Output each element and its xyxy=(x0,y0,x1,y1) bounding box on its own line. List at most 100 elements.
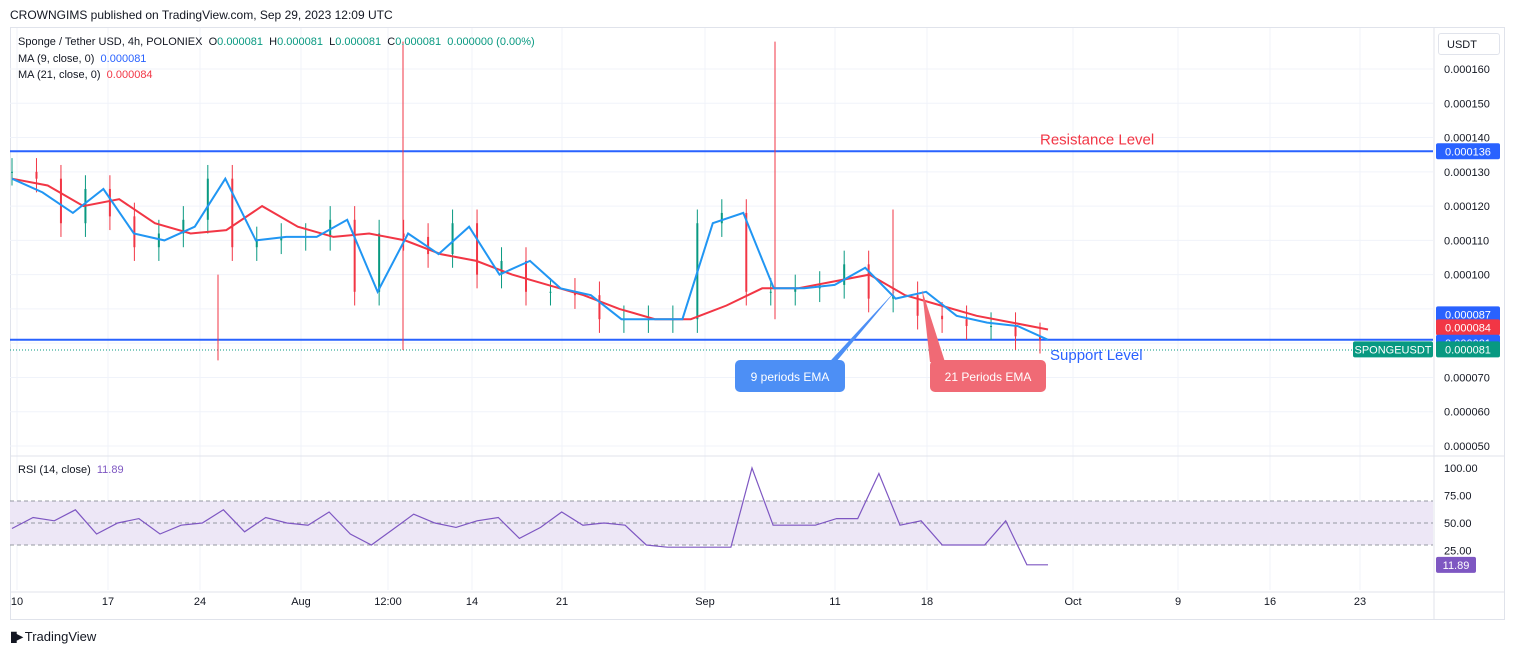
ma9-label: MA (9, close, 0) xyxy=(18,53,95,65)
moving-averages xyxy=(11,176,1049,341)
time-tick-label: Aug xyxy=(291,596,311,608)
chart-frame[interactable] xyxy=(10,27,1505,620)
price-tick-label: 0.000120 xyxy=(1444,201,1490,213)
time-tick-label: 23 xyxy=(1354,596,1366,608)
candles xyxy=(11,41,1041,361)
ema9-callout-label: 9 periods EMA xyxy=(751,370,830,384)
close-value: 0.000081 xyxy=(395,36,442,48)
symbol-tag-badge-bg xyxy=(1353,341,1433,358)
rsi-tick-label: 50.00 xyxy=(1444,518,1472,530)
resistance-price-badge-bg xyxy=(1436,143,1500,160)
candle-body xyxy=(843,264,846,285)
ema9-callout-box xyxy=(735,360,845,392)
ma9-price-badge-bg xyxy=(1436,306,1500,323)
time-tick-label: 21 xyxy=(556,596,568,608)
candle-body xyxy=(1039,336,1041,340)
price-tick-label: 0.000160 xyxy=(1444,64,1490,76)
rsi-value: 11.89 xyxy=(96,464,124,476)
open-label: O xyxy=(208,36,218,48)
low-value: 0.000081 xyxy=(335,36,382,48)
candle-body xyxy=(157,233,160,248)
ema21-callout-pointer xyxy=(922,290,945,362)
change-value: 0.000000 (0.00%) xyxy=(447,36,535,48)
resistance-price-badge: 0.000136 xyxy=(1445,146,1491,158)
time-tick-label: 9 xyxy=(1175,596,1181,608)
symbol-legend: Sponge / Tether USD, 4h, POLONIEX O0.000… xyxy=(18,36,535,48)
candle-body xyxy=(1014,326,1017,337)
candle-body xyxy=(280,236,283,241)
candle-body xyxy=(206,178,209,220)
candle-body xyxy=(867,264,870,299)
time-tick-label: Oct xyxy=(1064,596,1081,608)
candle-body xyxy=(353,219,356,292)
time-tick-label: 11 xyxy=(829,596,840,608)
resistance-label: Resistance Level xyxy=(1040,131,1154,148)
ma21-legend[interactable]: MA (21, close, 0) 0.000084 xyxy=(18,69,153,81)
ma21-price-badge-bg xyxy=(1436,319,1500,336)
candle-body xyxy=(378,233,381,292)
time-tick-label: 14 xyxy=(466,596,478,608)
candle-body xyxy=(965,319,968,327)
open-value: 0.000081 xyxy=(217,36,264,48)
high-label: H xyxy=(269,36,278,48)
candle-body xyxy=(108,188,111,217)
tradingview-logo-icon: ▮▸ xyxy=(10,628,23,644)
time-tick-label: 18 xyxy=(921,596,933,608)
publisher-credit: CROWNGIMS published on TradingView.com, … xyxy=(10,8,393,22)
candle-body xyxy=(133,216,136,248)
candle-body xyxy=(941,315,944,320)
tradingview-brand[interactable]: ▮▸ TradingView xyxy=(10,628,96,645)
last-price-badge-bg xyxy=(1436,341,1500,358)
candle-body xyxy=(720,212,723,224)
high-value: 0.000081 xyxy=(277,36,323,48)
low-label: L xyxy=(329,36,336,48)
candle-body xyxy=(451,223,454,255)
candle-body xyxy=(231,178,234,248)
candle-body xyxy=(35,171,38,179)
rsi-tick-label: 75.00 xyxy=(1444,491,1472,503)
rsi-label: RSI (14, close) xyxy=(18,464,91,476)
time-tick-label: 17 xyxy=(102,596,114,608)
brand-label: TradingView xyxy=(24,629,97,644)
time-tick-label: Sep xyxy=(695,596,715,608)
price-tick-label: 0.000060 xyxy=(1444,407,1490,419)
time-tick-label: 10 xyxy=(11,596,23,608)
symbol-tag-badge: SPONGEUSDT xyxy=(1354,344,1431,356)
candle-body xyxy=(916,295,919,316)
candle-body xyxy=(525,260,527,292)
ema21-callout-box xyxy=(930,360,1046,392)
rsi-tick-label: 25.00 xyxy=(1444,546,1472,558)
price-tick-label: 0.000110 xyxy=(1444,235,1489,247)
price-tick-label: 0.000050 xyxy=(1444,441,1490,453)
close-label: C xyxy=(387,36,396,48)
price-tick-label: 0.000140 xyxy=(1444,133,1490,145)
last-price-badge: 0.000081 xyxy=(1445,344,1491,356)
rsi-legend[interactable]: RSI (14, close) 11.89 xyxy=(18,464,124,476)
price-tick-label: 0.000070 xyxy=(1444,372,1490,384)
rsi-line xyxy=(11,466,1048,566)
candle-body xyxy=(182,219,185,234)
ma21-label: MA (21, close, 0) xyxy=(18,69,101,81)
rsi-tick-label: 100.00 xyxy=(1444,463,1478,475)
price-tick-label: 0.000130 xyxy=(1444,167,1490,179)
candle-body xyxy=(500,260,503,275)
candle-body xyxy=(549,291,552,293)
ma9-legend[interactable]: MA (9, close, 0) 0.000081 xyxy=(18,53,146,65)
candle-body xyxy=(402,233,405,237)
ma9-line xyxy=(11,176,1049,341)
rsi-last-badge: 11.89 xyxy=(1443,560,1470,572)
candle-body xyxy=(598,295,601,320)
currency-unit-button[interactable]: USDT xyxy=(1438,33,1500,55)
candle-body xyxy=(745,212,748,292)
candle-body xyxy=(769,291,772,293)
support-label: Support Level xyxy=(1050,347,1143,364)
ma21-value: 0.000084 xyxy=(106,69,153,81)
candle-body xyxy=(255,240,258,248)
time-tick-label: 12:00 xyxy=(374,596,402,608)
time-tick-label: 24 xyxy=(194,596,206,608)
candle-body xyxy=(59,178,62,224)
ma9-price-badge: 0.000087 xyxy=(1445,309,1491,321)
price-tick-label: 0.000150 xyxy=(1444,98,1490,110)
symbol-name: Sponge / Tether USD, 4h, POLONIEX xyxy=(18,36,203,48)
